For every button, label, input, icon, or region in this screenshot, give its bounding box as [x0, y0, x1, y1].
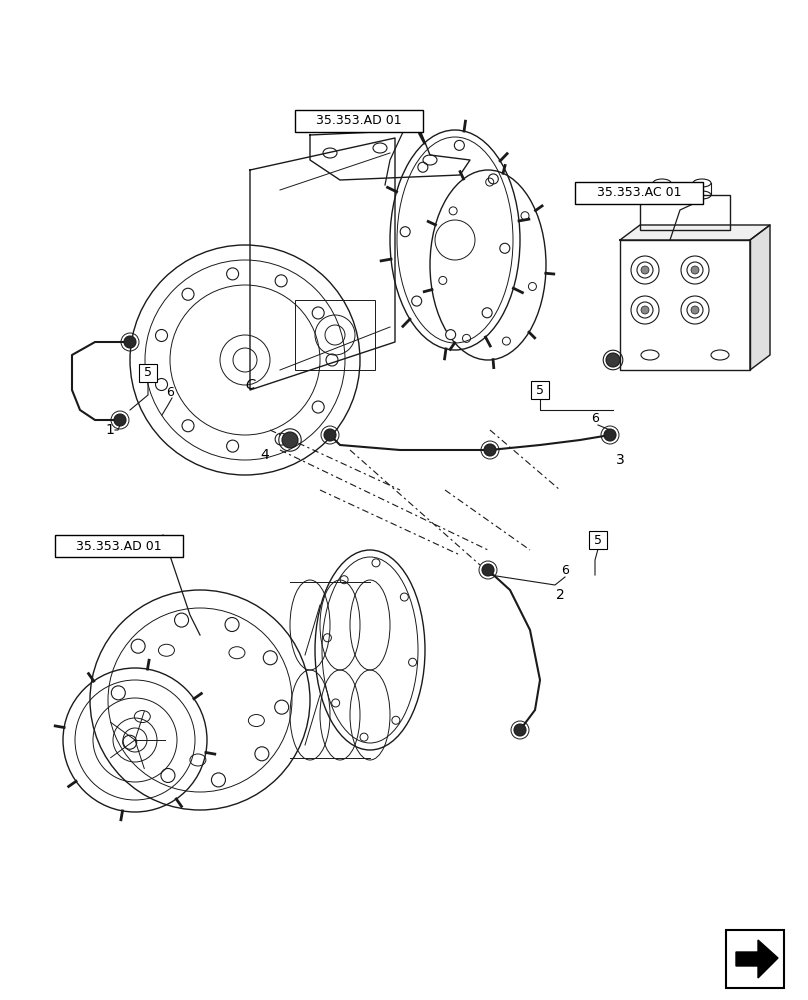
Circle shape: [482, 308, 492, 318]
Circle shape: [484, 444, 496, 456]
Circle shape: [324, 429, 336, 441]
Polygon shape: [736, 940, 778, 978]
Circle shape: [514, 724, 526, 736]
Text: 6: 6: [561, 564, 569, 576]
Circle shape: [606, 353, 620, 367]
Polygon shape: [620, 225, 770, 240]
Bar: [295, 110, 423, 132]
Bar: [295, 300, 375, 370]
Bar: [640, 195, 730, 230]
Text: 1: 1: [106, 423, 115, 437]
Text: 35.353.AD 01: 35.353.AD 01: [316, 114, 402, 127]
Circle shape: [400, 227, 410, 237]
Text: 35.353.AC 01: 35.353.AC 01: [597, 186, 681, 200]
Polygon shape: [750, 225, 770, 370]
Text: 6: 6: [166, 385, 174, 398]
Bar: [55, 535, 183, 557]
Text: 2: 2: [556, 588, 564, 602]
Circle shape: [641, 266, 649, 274]
Circle shape: [454, 140, 465, 150]
Circle shape: [488, 174, 499, 184]
Circle shape: [124, 336, 136, 348]
Bar: [620, 240, 750, 370]
Circle shape: [412, 296, 422, 306]
Circle shape: [418, 162, 428, 172]
Text: 5: 5: [536, 383, 544, 396]
Circle shape: [604, 429, 616, 441]
Circle shape: [282, 432, 298, 448]
Bar: [531, 381, 549, 399]
Text: C: C: [245, 378, 255, 392]
Bar: [589, 531, 607, 549]
Bar: [139, 364, 157, 382]
Text: 4: 4: [261, 448, 269, 462]
Text: 6: 6: [591, 412, 599, 424]
Text: 5: 5: [594, 534, 602, 546]
Text: 35.353.AD 01: 35.353.AD 01: [76, 540, 162, 552]
Bar: [575, 182, 703, 204]
Circle shape: [446, 330, 456, 340]
Circle shape: [691, 306, 699, 314]
Circle shape: [641, 306, 649, 314]
Circle shape: [500, 243, 510, 253]
Circle shape: [114, 414, 126, 426]
Text: 5: 5: [144, 366, 152, 379]
Circle shape: [691, 266, 699, 274]
Circle shape: [482, 564, 494, 576]
Bar: [726, 930, 784, 988]
Text: 3: 3: [616, 453, 625, 467]
